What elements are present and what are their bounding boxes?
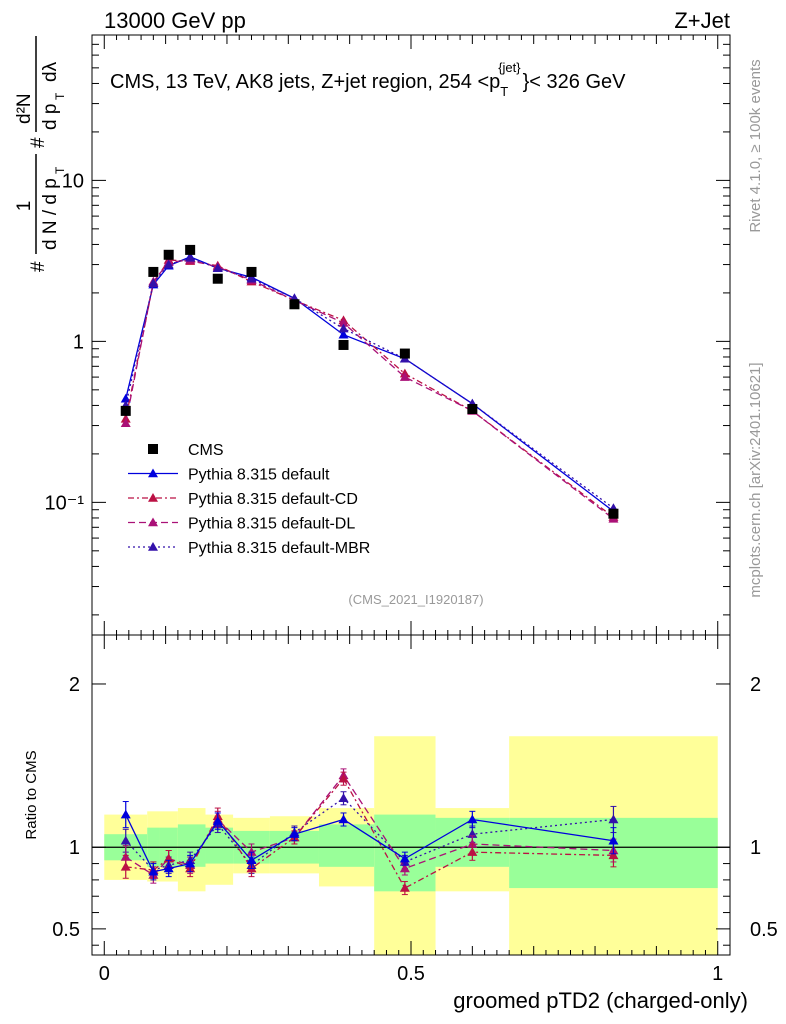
x-tick-label: 1 — [712, 963, 723, 985]
y-tick-label: 1 — [73, 331, 84, 353]
svg-text:T: T — [53, 92, 67, 100]
svg-text:#: # — [28, 261, 49, 272]
rivet-version: Rivet 4.1.0, ≥ 100k events — [747, 59, 764, 232]
legend-marker — [148, 468, 158, 478]
ratio-marker-cd — [399, 883, 410, 892]
ratio-marker-default — [289, 829, 300, 838]
legend-label: Pythia 8.315 default-DL — [188, 516, 355, 533]
x-tick-label: 0 — [99, 963, 110, 985]
svg-text:#: # — [28, 137, 49, 148]
header-right: Z+Jet — [674, 8, 730, 33]
ratio-y-tick-label-right: 2 — [750, 674, 761, 696]
legend-label: CMS — [188, 442, 224, 459]
main-marker-mbr — [148, 278, 159, 287]
svg-text:d²N: d²N — [14, 93, 35, 124]
cms-data-point — [338, 339, 349, 350]
ratio-marker-cd — [338, 773, 349, 783]
ratio-panel: 0.5 0.5 1 1 2 2 Ratio to CMS — [23, 634, 778, 956]
ratio-marker-dl — [246, 847, 257, 856]
x-tick-labels: 0 0.5 1 — [99, 963, 724, 985]
ratio-marker-dl — [399, 863, 410, 873]
cms-data-point — [148, 266, 159, 277]
y-tick-label: 10⁻¹ — [45, 492, 85, 514]
ratio-marker-dl — [467, 838, 478, 848]
ratio-marker-default — [338, 814, 349, 824]
main-marker-mbr — [212, 263, 223, 272]
ratio-marker-default — [467, 814, 478, 824]
cms-data-point — [163, 249, 174, 260]
ratio-marker-default — [120, 809, 131, 819]
cms-data-point — [212, 273, 223, 284]
legend-label: Pythia 8.315 default-CD — [188, 491, 358, 508]
legend-marker — [148, 493, 158, 502]
cms-data-point — [608, 508, 619, 519]
ratio-marker-mbr — [120, 835, 131, 845]
ratio-y-tick-label: 1 — [69, 837, 80, 859]
ratio-frame — [91, 634, 731, 956]
cms-data-point — [289, 299, 300, 310]
main-ylabel: # 1 d N / d p T # d²N d p T dλ — [14, 36, 67, 272]
svg-text:d N / d p: d N / d p — [40, 178, 61, 250]
ratio-marker-default — [163, 863, 174, 873]
main-marker-mbr — [246, 273, 257, 283]
main-marker-mbr — [185, 252, 196, 262]
cms-data-point — [185, 244, 196, 255]
main-marker-mbr — [163, 259, 174, 269]
x-tick-label: 0.5 — [397, 963, 425, 985]
svg-text:1: 1 — [14, 201, 35, 212]
legend-label: Pythia 8.315 default-MBR — [188, 540, 370, 557]
legend-label: Pythia 8.315 default — [188, 467, 330, 484]
ratio-y-tick-label: 0.5 — [52, 919, 80, 941]
ratio-marker-default — [246, 855, 257, 865]
cms-data-point — [467, 404, 478, 415]
ratio-ticks: 0.5 0.5 1 1 2 2 — [52, 635, 778, 955]
ratio-marker-cd — [608, 850, 619, 860]
ratio-series — [120, 768, 619, 896]
main-panel: 10⁻¹ 1 10 CMS, 13 TeV, AK8 jets, Z+jet reg… — [14, 34, 731, 636]
main-series — [120, 244, 619, 523]
header-left: 13000 GeV pp — [104, 8, 246, 33]
analysis-id: (CMS_2021_I1920187) — [348, 592, 483, 607]
ratio-marker-cd — [467, 847, 478, 856]
ratio-y-tick-label: 2 — [69, 674, 80, 696]
main-marker-dl — [120, 418, 131, 428]
main-marker-default — [338, 329, 349, 339]
ratio-marker-default — [185, 858, 196, 868]
legend: CMS Pythia 8.315 default Pythia 8.315 defa… — [128, 442, 370, 557]
cms-data-point — [399, 348, 410, 359]
legend-marker — [148, 542, 158, 551]
y-tick-label: 10 — [62, 170, 84, 192]
ratio-band-inner — [318, 824, 375, 867]
ratio-ylabel: Ratio to CMS — [23, 750, 40, 839]
plot-title: CMS, 13 TeV, AK8 jets, Z+jet region, 254… — [110, 60, 626, 99]
mcplots-credit: mcplots.cern.ch [arXiv:2401.10621] — [747, 362, 764, 597]
ratio-marker-default — [148, 866, 159, 876]
cms-data-point — [120, 405, 131, 416]
ratio-marker-default — [608, 835, 619, 845]
cms-data-point — [246, 266, 257, 277]
x-axis-label: groomed pTD2 (charged-only) — [453, 988, 748, 1013]
main-marker-dl — [399, 372, 410, 381]
ratio-marker-mbr — [338, 793, 349, 803]
legend-marker — [148, 517, 158, 527]
svg-text:T: T — [53, 166, 67, 174]
ratio-marker-default — [212, 816, 223, 825]
svg-text:dλ: dλ — [40, 61, 61, 82]
ratio-y-tick-label-right: 0.5 — [750, 919, 778, 941]
ratio-marker-cd — [120, 861, 131, 871]
ratio-marker-default — [399, 853, 410, 863]
main-marker-dl — [338, 318, 349, 327]
legend-marker — [148, 444, 158, 454]
main-marker-mbr — [338, 323, 349, 333]
ratio-marker-mbr — [608, 814, 619, 824]
main-marker-default — [120, 393, 131, 403]
ratio-bands — [104, 736, 718, 955]
ratio-y-tick-label-right: 1 — [750, 837, 761, 859]
main-ticks: 10⁻¹ 1 10 — [45, 34, 730, 635]
svg-text:d p: d p — [40, 104, 61, 130]
